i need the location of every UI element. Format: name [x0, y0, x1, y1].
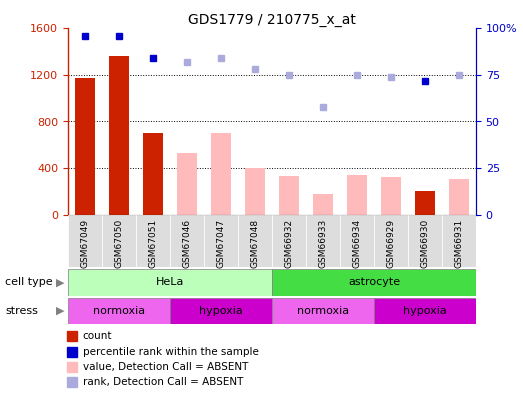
- Text: percentile rank within the sample: percentile rank within the sample: [83, 347, 258, 356]
- Bar: [374, 298, 476, 324]
- Text: GSM66932: GSM66932: [285, 219, 293, 268]
- Text: GSM67048: GSM67048: [251, 219, 259, 268]
- Bar: [211, 133, 231, 215]
- Bar: [204, 215, 238, 267]
- Text: ▶: ▶: [56, 277, 64, 288]
- Bar: [102, 215, 136, 267]
- Bar: [442, 215, 476, 267]
- Text: GSM66934: GSM66934: [353, 219, 361, 268]
- Bar: [340, 215, 374, 267]
- Text: GSM66930: GSM66930: [420, 219, 429, 268]
- Title: GDS1779 / 210775_x_at: GDS1779 / 210775_x_at: [188, 13, 356, 27]
- Bar: [170, 298, 272, 324]
- Text: count: count: [83, 331, 112, 341]
- Bar: [75, 79, 95, 215]
- Text: GSM67051: GSM67051: [149, 219, 157, 268]
- Bar: [374, 215, 408, 267]
- Bar: [272, 269, 476, 296]
- Text: value, Detection Call = ABSENT: value, Detection Call = ABSENT: [83, 362, 248, 372]
- Text: GSM67050: GSM67050: [115, 219, 123, 268]
- Text: GSM66929: GSM66929: [386, 219, 395, 268]
- Bar: [68, 215, 102, 267]
- Text: stress: stress: [5, 306, 38, 316]
- Bar: [109, 56, 129, 215]
- Text: normoxia: normoxia: [297, 306, 349, 316]
- Text: GSM67046: GSM67046: [183, 219, 191, 268]
- Text: GSM67047: GSM67047: [217, 219, 225, 268]
- Bar: [279, 176, 299, 215]
- Text: ▶: ▶: [56, 306, 64, 316]
- Bar: [449, 179, 469, 215]
- Text: astrocyte: astrocyte: [348, 277, 400, 288]
- Bar: [272, 215, 306, 267]
- Bar: [381, 177, 401, 215]
- Text: normoxia: normoxia: [93, 306, 145, 316]
- Bar: [136, 215, 170, 267]
- Bar: [245, 168, 265, 215]
- Text: GSM66931: GSM66931: [454, 219, 463, 268]
- Text: HeLa: HeLa: [156, 277, 184, 288]
- Bar: [313, 194, 333, 215]
- Bar: [306, 215, 340, 267]
- Text: cell type: cell type: [5, 277, 53, 288]
- Text: GSM67049: GSM67049: [81, 219, 89, 268]
- Bar: [68, 269, 272, 296]
- Bar: [272, 298, 374, 324]
- Text: rank, Detection Call = ABSENT: rank, Detection Call = ABSENT: [83, 377, 243, 387]
- Text: GSM66933: GSM66933: [319, 219, 327, 268]
- Bar: [238, 215, 272, 267]
- Text: hypoxia: hypoxia: [403, 306, 447, 316]
- Bar: [68, 298, 170, 324]
- Bar: [170, 215, 204, 267]
- Text: hypoxia: hypoxia: [199, 306, 243, 316]
- Bar: [143, 133, 163, 215]
- Bar: [415, 191, 435, 215]
- Bar: [177, 153, 197, 215]
- Bar: [347, 175, 367, 215]
- Bar: [408, 215, 442, 267]
